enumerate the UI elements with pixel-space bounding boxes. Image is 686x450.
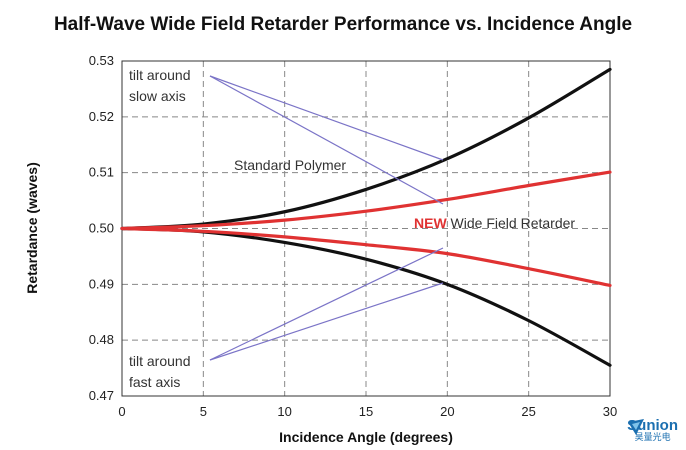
annotation-slow-axis-line1: tilt around [129,67,190,83]
x-axis-label: Incidence Angle (degrees) [279,429,453,445]
y-tick-label: 0.47 [89,388,114,403]
annotation-fast-axis-line1: tilt around [129,353,190,369]
y-tick-label: 0.49 [89,276,114,291]
x-tick-label: 20 [440,404,454,419]
y-tick-label: 0.50 [89,221,114,236]
x-tick-label: 0 [118,404,125,419]
x-tick-label: 5 [200,404,207,419]
x-tick-label: 10 [277,404,291,419]
series-line-slow-0 [120,67,612,231]
y-axis-label: Retardance (waves) [24,162,40,294]
y-tick-label: 0.48 [89,332,114,347]
pointer-slow-to-black [209,75,444,161]
annotation-new-word: NEW [414,215,447,231]
logo-chinese-text: 昊量光电 [634,432,671,442]
annotation-new-rest: Wide Field Retarder [447,215,576,231]
series-group [120,67,612,367]
x-tick-label: 25 [521,404,535,419]
annotation-new-retarder: NEW Wide Field Retarder [414,215,575,231]
pointer-slow-to-red [209,75,444,205]
series-line-slow-2 [120,170,612,231]
x-ticks: 0 5 10 15 20 25 30 [118,404,617,419]
annotation-pointers [209,75,444,361]
y-tick-label: 0.52 [89,109,114,124]
annotation-slow-axis-line2: slow axis [129,88,186,104]
y-ticks: 0.47 0.48 0.49 0.50 0.51 0.52 0.53 [89,53,114,403]
x-tick-label: 30 [603,404,617,419]
annotation-fast-axis-line2: fast axis [129,374,180,390]
y-tick-label: 0.51 [89,165,114,180]
pointer-fast-to-red [209,282,444,361]
y-tick-label: 0.53 [89,53,114,68]
logo-mark-icon [628,419,645,435]
brand-logo: Sunion 昊量光电 [627,418,678,442]
x-tick-label: 15 [359,404,373,419]
chart-title: Half-Wave Wide Field Retarder Performanc… [53,14,633,35]
annotation-standard-polymer: Standard Polymer [234,157,346,173]
pointer-fast-to-black [209,247,444,361]
series-line-fast-3 [120,226,612,288]
